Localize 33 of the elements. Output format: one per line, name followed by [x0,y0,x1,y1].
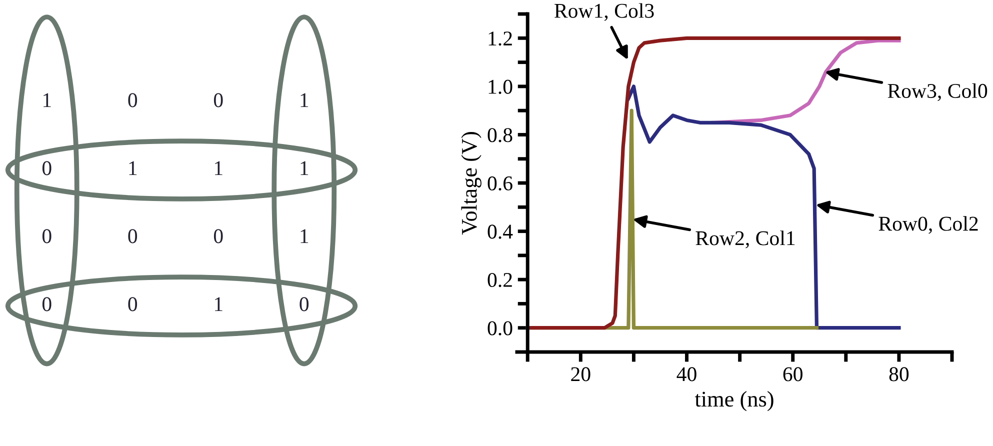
data-label: 0 [42,229,52,244]
data-label: 0 [128,229,138,244]
data-label: 1 [300,229,308,244]
y-tick-label: 0.4 [488,224,513,239]
x-tick-label: 20 [571,367,590,382]
data-label: 1 [215,161,222,176]
data-label: 0 [214,229,223,244]
x-axis-title: time (ns) [694,391,774,412]
annotation: Row0, Col2 [878,216,978,234]
y-tick-label: 0.6 [488,176,512,191]
data-label: 0 [300,297,309,312]
annotation: Row2, Col1 [696,230,795,248]
y-axis-title: Voltage (V) [461,132,482,235]
x-tick-label: 80 [889,367,909,382]
data-label: 1 [300,93,308,108]
x-tick-label: 40 [676,367,696,382]
data-label: 0 [128,93,138,108]
y-tick-label: 1.2 [488,32,512,46]
y-tick-label: 0.8 [488,128,512,142]
data-label: 0 [42,297,52,312]
annotation: Row3, Col0 [888,83,988,101]
data-label: 0 [42,161,52,176]
y-tick-label: 0.0 [488,321,512,336]
y-tick-label: 0.2 [488,272,512,288]
data-label: 1 [300,161,308,176]
x-tick-label: 60 [783,367,802,382]
annotation: Row1, Col3 [554,3,654,21]
data-label: 0 [128,297,138,312]
data-label: 1 [44,93,51,108]
y-tick-label: 1.0 [488,80,512,94]
data-label: 1 [129,161,137,176]
data-label: 0 [214,93,223,108]
data-label: 1 [215,297,222,312]
